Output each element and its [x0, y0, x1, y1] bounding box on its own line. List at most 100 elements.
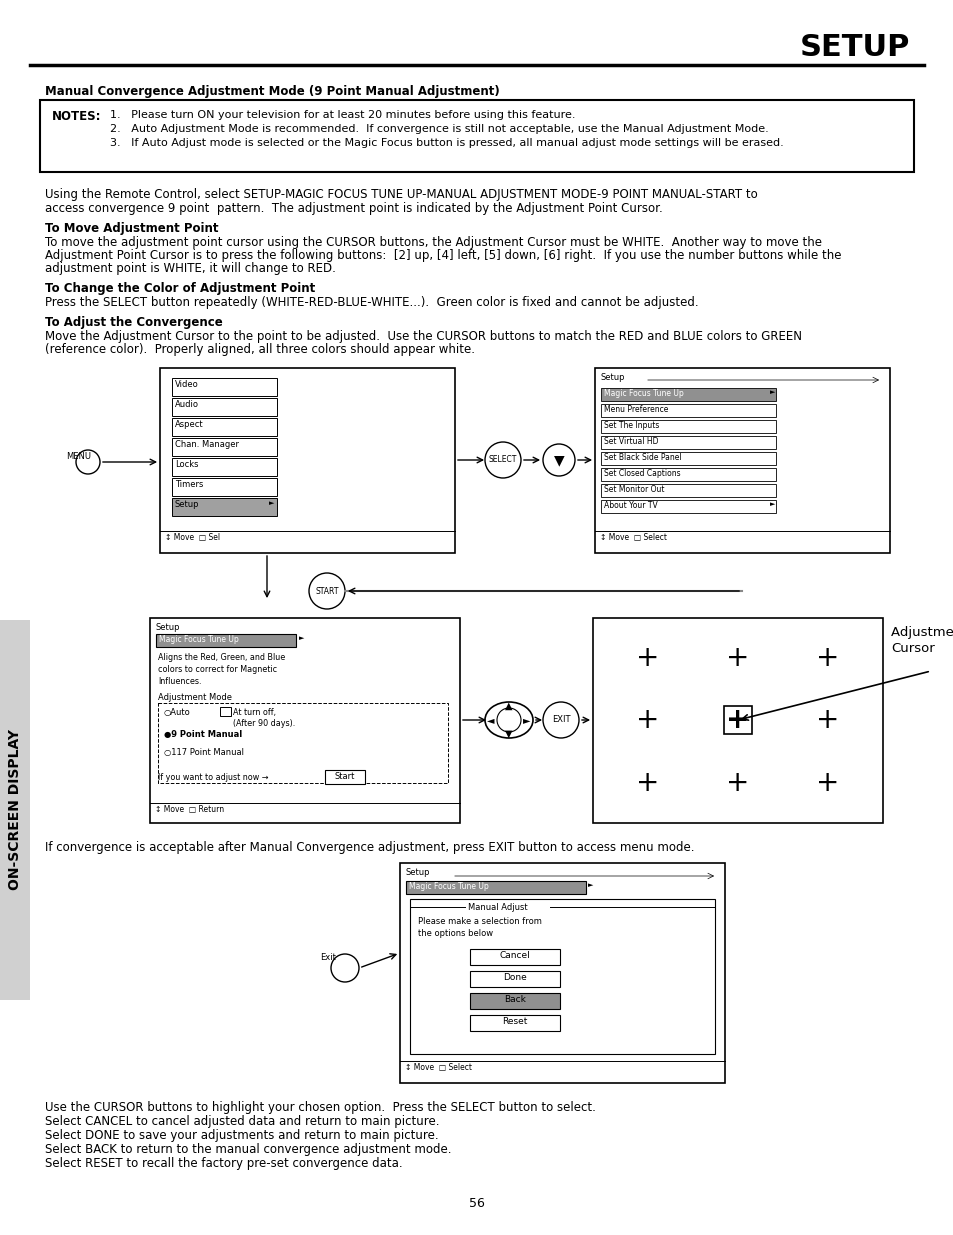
Text: ►: ► — [269, 500, 274, 506]
Text: Setup: Setup — [600, 373, 625, 382]
Text: NOTES:: NOTES: — [52, 110, 101, 124]
Text: To Move Adjustment Point: To Move Adjustment Point — [45, 222, 218, 235]
Text: Adjustment Mode: Adjustment Mode — [158, 693, 232, 701]
Text: Select BACK to return to the manual convergence adjustment mode.: Select BACK to return to the manual conv… — [45, 1144, 451, 1156]
Text: Menu Preference: Menu Preference — [603, 405, 668, 414]
Text: ON-SCREEN DISPLAY: ON-SCREEN DISPLAY — [8, 730, 22, 890]
Text: Start: Start — [335, 772, 355, 781]
Text: +: + — [816, 706, 839, 734]
Text: 1.   Please turn ON your television for at least 20 minutes before using this fe: 1. Please turn ON your television for at… — [110, 110, 575, 120]
Text: Using the Remote Control, select SETUP-MAGIC FOCUS TUNE UP-MANUAL ADJUSTMENT MOD: Using the Remote Control, select SETUP-M… — [45, 188, 757, 201]
Bar — [0, 620, 30, 1000]
Text: ►: ► — [769, 389, 775, 395]
Bar — [600, 452, 775, 466]
Text: About Your TV: About Your TV — [603, 501, 657, 510]
Text: Manual Convergence Adjustment Mode (9 Point Manual Adjustment): Manual Convergence Adjustment Mode (9 Po… — [45, 85, 499, 98]
Text: ►: ► — [522, 715, 530, 725]
Text: ►: ► — [298, 635, 304, 641]
Text: ○Auto: ○Auto — [164, 708, 191, 718]
Text: +: + — [636, 643, 659, 672]
Text: Use the CURSOR buttons to highlight your chosen option.  Press the SELECT button: Use the CURSOR buttons to highlight your… — [45, 1100, 596, 1114]
Text: Done: Done — [502, 973, 526, 982]
Text: Adjustment Point: Adjustment Point — [890, 626, 953, 638]
Text: ►: ► — [587, 882, 593, 888]
Text: Influences.: Influences. — [158, 677, 201, 685]
Text: Please make a selection from: Please make a selection from — [417, 918, 541, 926]
Bar — [600, 404, 775, 417]
Text: (After 90 days).: (After 90 days). — [233, 719, 294, 727]
Text: Setup: Setup — [406, 868, 430, 877]
Bar — [600, 420, 775, 433]
Bar — [160, 368, 455, 553]
Text: (reference color).  Properly aligned, all three colors should appear white.: (reference color). Properly aligned, all… — [45, 343, 475, 356]
Text: adjustment point is WHITE, it will change to RED.: adjustment point is WHITE, it will chang… — [45, 262, 335, 275]
Text: SELECT: SELECT — [488, 456, 517, 464]
Text: +: + — [725, 643, 749, 672]
Bar — [406, 881, 585, 894]
Text: +: + — [636, 706, 659, 734]
Bar — [172, 438, 276, 456]
Bar — [593, 618, 882, 823]
Text: SETUP: SETUP — [799, 33, 909, 63]
Text: Back: Back — [503, 995, 525, 1004]
Bar — [410, 899, 714, 1053]
Text: ↕ Move  □ Return: ↕ Move □ Return — [154, 805, 224, 814]
Text: EXIT: EXIT — [551, 715, 570, 725]
Text: Cancel: Cancel — [499, 951, 530, 960]
Text: ↕ Move  □ Sel: ↕ Move □ Sel — [165, 534, 220, 542]
Text: the options below: the options below — [417, 929, 493, 939]
Bar — [595, 368, 889, 553]
Text: Cursor: Cursor — [890, 642, 934, 655]
Text: START: START — [314, 587, 338, 595]
Bar — [470, 1015, 559, 1031]
Bar — [470, 993, 559, 1009]
Text: Video: Video — [174, 380, 198, 389]
Text: ►: ► — [769, 501, 775, 508]
Text: If convergence is acceptable after Manual Convergence adjustment, press EXIT but: If convergence is acceptable after Manua… — [45, 841, 694, 853]
Text: Set Black Side Panel: Set Black Side Panel — [603, 453, 680, 462]
Bar — [172, 458, 276, 475]
Text: Timers: Timers — [174, 480, 203, 489]
Bar — [325, 769, 365, 784]
Text: Aligns the Red, Green, and Blue: Aligns the Red, Green, and Blue — [158, 653, 285, 662]
Bar — [172, 378, 276, 396]
Bar — [158, 703, 448, 783]
Text: ↕ Move  □ Select: ↕ Move □ Select — [405, 1063, 472, 1072]
Text: Move the Adjustment Cursor to the point to be adjusted.  Use the CURSOR buttons : Move the Adjustment Cursor to the point … — [45, 330, 801, 343]
Text: MENU: MENU — [66, 452, 91, 461]
Text: To Adjust the Convergence: To Adjust the Convergence — [45, 316, 222, 329]
Bar — [723, 706, 751, 734]
Text: Setup: Setup — [156, 622, 180, 632]
Bar — [172, 478, 276, 496]
Text: +: + — [816, 643, 839, 672]
Text: To move the adjustment point cursor using the CURSOR buttons, the Adjustment Cur: To move the adjustment point cursor usin… — [45, 236, 821, 249]
Text: +: + — [725, 769, 749, 797]
Text: Set The Inputs: Set The Inputs — [603, 421, 659, 430]
Bar — [172, 398, 276, 416]
Text: Locks: Locks — [174, 459, 198, 469]
Text: Set Closed Captions: Set Closed Captions — [603, 469, 679, 478]
Text: At turn off,: At turn off, — [233, 708, 275, 718]
Bar — [600, 468, 775, 480]
Text: 2.   Auto Adjustment Mode is recommended.  If convergence is still not acceptabl: 2. Auto Adjustment Mode is recommended. … — [110, 124, 768, 135]
Bar — [470, 971, 559, 987]
Text: ▼: ▼ — [505, 729, 512, 739]
Text: Reset: Reset — [502, 1016, 527, 1026]
Bar — [172, 417, 276, 436]
Text: Magic Focus Tune Up: Magic Focus Tune Up — [409, 882, 488, 890]
Text: +: + — [636, 769, 659, 797]
Text: Select CANCEL to cancel adjusted data and return to main picture.: Select CANCEL to cancel adjusted data an… — [45, 1115, 439, 1128]
Bar — [172, 498, 276, 516]
Bar — [600, 388, 775, 401]
Bar — [470, 948, 559, 965]
Text: 56: 56 — [469, 1197, 484, 1210]
Text: To Change the Color of Adjustment Point: To Change the Color of Adjustment Point — [45, 282, 314, 295]
Text: Press the SELECT button repeatedly (WHITE-RED-BLUE-WHITE...).  Green color is fi: Press the SELECT button repeatedly (WHIT… — [45, 296, 698, 309]
Text: +: + — [816, 769, 839, 797]
Text: ▲: ▲ — [505, 701, 512, 711]
Text: Set Monitor Out: Set Monitor Out — [603, 485, 664, 494]
Text: ↕ Move  □ Select: ↕ Move □ Select — [599, 534, 666, 542]
Text: If you want to adjust now →: If you want to adjust now → — [158, 773, 268, 782]
Text: Set Virtual HD: Set Virtual HD — [603, 437, 658, 446]
Bar — [150, 618, 459, 823]
